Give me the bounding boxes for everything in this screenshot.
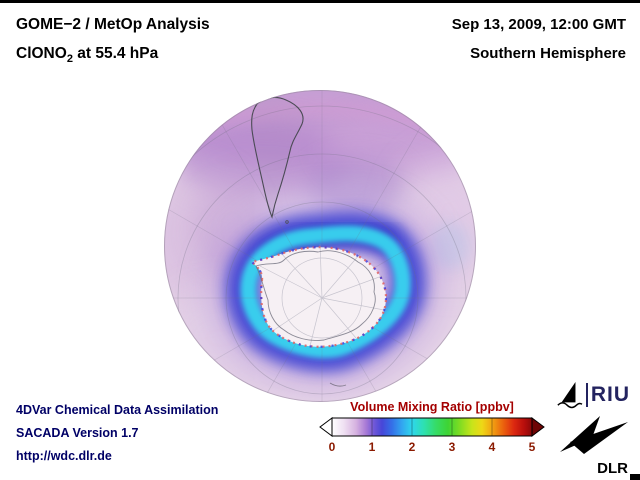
island-outline <box>285 220 289 224</box>
tick-label-0: 0 <box>328 440 336 454</box>
antarctica-coastline <box>255 250 376 341</box>
colorbar-title: Volume Mixing Ratio [ppbv] <box>350 400 514 414</box>
tick-label-3: 3 <box>448 440 456 454</box>
colorbar-gradient-bar <box>331 417 533 437</box>
dlr-logo: DLR <box>554 414 630 477</box>
hemisphere-label: Southern Hemisphere <box>470 45 626 62</box>
analysis-title: GOME−2 / MetOp Analysis <box>16 16 210 33</box>
tick-label-2: 2 <box>408 440 416 454</box>
hemisphere-map <box>160 86 480 406</box>
colorbar <box>319 417 545 437</box>
riu-sail-icon <box>557 382 583 409</box>
globe-svg <box>164 90 476 402</box>
version-label: SACADA Version 1.7 <box>16 425 139 440</box>
datetime-label: Sep 13, 2009, 12:00 GMT <box>451 16 626 33</box>
species-subscript: 2 <box>66 53 73 66</box>
pressure-level: at 55.4 hPa <box>72 45 159 62</box>
top-border-bar <box>0 0 640 3</box>
riu-logo: RIU <box>556 379 630 411</box>
riu-logo-text: RIU <box>585 383 630 407</box>
header-left: GOME−2 / MetOp Analysis ClONO2 at 55.4 h… <box>16 10 210 74</box>
colorbar-over-arrow <box>531 417 545 437</box>
species-level-title: ClONO2 at 55.4 hPa <box>16 39 210 74</box>
colorbar-tick-labels: 0 1 2 3 4 5 <box>318 440 546 455</box>
africa-coastline <box>430 97 452 134</box>
header-right: Sep 13, 2009, 12:00 GMT Southern Hemisph… <box>452 10 626 68</box>
tick-label-5: 5 <box>528 440 536 454</box>
footer-left: 4DVar Chemical Data Assimilation SACADA … <box>16 399 218 467</box>
corner-mark <box>630 474 640 480</box>
mixing-ratio-field <box>164 90 476 390</box>
dlr-logo-text: DLR <box>597 460 628 477</box>
dlr-bird-icon <box>560 416 628 454</box>
globe-rim <box>164 90 476 402</box>
south-america-coastline <box>251 96 304 219</box>
small-coastline <box>329 382 347 387</box>
colorbar-legend: Volume Mixing Ratio [ppbv] 0 1 2 3 4 5 <box>318 400 546 455</box>
assimilation-label: 4DVar Chemical Data Assimilation <box>16 403 219 417</box>
url-label: http://wdc.dlr.de <box>16 448 112 463</box>
tick-label-4: 4 <box>488 440 496 454</box>
colorbar-dividers <box>371 418 493 436</box>
colorbar-under-arrow <box>319 417 333 437</box>
antarctica <box>249 243 388 348</box>
species-name: ClONO <box>16 45 67 62</box>
tick-label-1: 1 <box>368 440 376 454</box>
